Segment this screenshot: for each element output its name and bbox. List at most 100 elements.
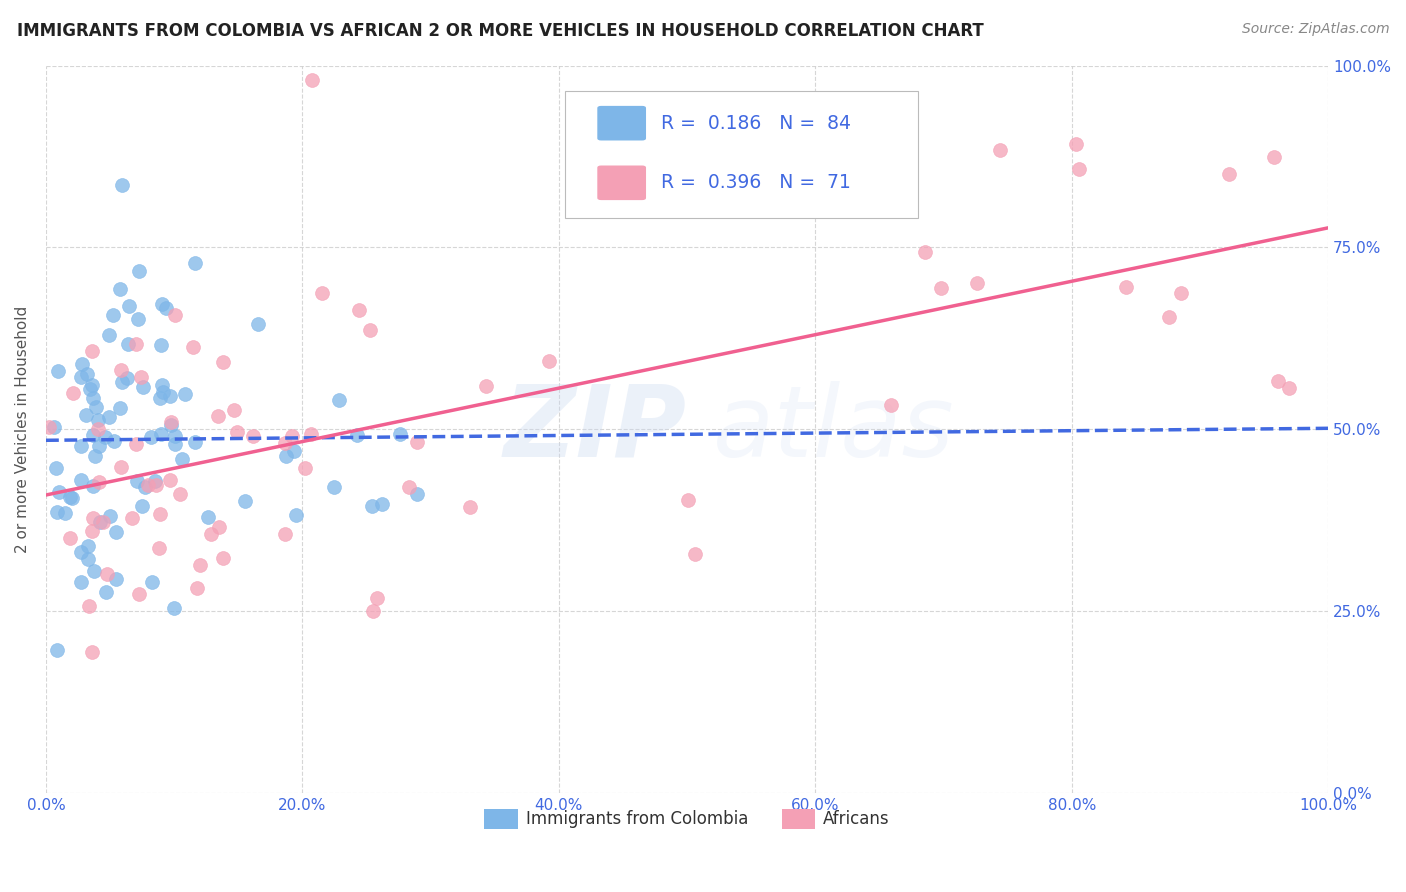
Point: [349, 303, 371, 318]
Point: [103, 434, 125, 448]
Point: [38, 420, 60, 434]
Point: [129, 370, 152, 384]
Point: [127, 474, 149, 488]
Point: [59, 531, 82, 545]
Point: [59, 490, 82, 504]
Point: [45, 461, 67, 475]
Point: [70, 358, 93, 372]
Point: [82, 428, 104, 442]
Point: [246, 317, 269, 331]
Point: [274, 435, 297, 450]
Point: [311, 286, 333, 301]
Point: [82, 479, 104, 493]
Point: [211, 551, 233, 566]
Text: R =  0.186   N =  84: R = 0.186 N = 84: [661, 113, 852, 133]
Point: [285, 508, 308, 522]
Point: [299, 427, 322, 442]
Point: [69, 575, 91, 590]
Point: [880, 398, 903, 412]
Point: [328, 392, 350, 407]
Point: [117, 336, 139, 351]
Point: [207, 409, 229, 423]
Point: [131, 379, 153, 393]
Point: [160, 415, 183, 429]
Point: [172, 451, 194, 466]
FancyBboxPatch shape: [598, 166, 645, 200]
Point: [82, 511, 104, 525]
Point: [361, 604, 384, 618]
Point: [148, 541, 170, 555]
Point: [118, 299, 141, 313]
Point: [406, 434, 429, 449]
Point: [1157, 310, 1180, 324]
Point: [128, 587, 150, 601]
Point: [914, 244, 936, 259]
Point: [149, 508, 172, 522]
Point: [371, 497, 394, 511]
Point: [460, 500, 482, 515]
Point: [283, 444, 305, 458]
Point: [77, 599, 100, 613]
Point: [80, 524, 103, 538]
Point: [121, 510, 143, 524]
Point: [174, 387, 197, 401]
Point: [159, 473, 181, 487]
Point: [359, 323, 381, 337]
Point: [683, 547, 706, 561]
Point: [152, 384, 174, 399]
Point: [125, 437, 148, 451]
Point: [82, 391, 104, 405]
Point: [108, 281, 131, 295]
Point: [233, 494, 256, 508]
Point: [97, 328, 120, 343]
Point: [143, 474, 166, 488]
Point: [128, 263, 150, 277]
Point: [127, 312, 149, 326]
Point: [242, 429, 264, 443]
Point: [62, 385, 84, 400]
Point: [169, 487, 191, 501]
Point: [225, 425, 247, 439]
Point: [70, 545, 93, 559]
Point: [105, 572, 128, 586]
Point: [89, 515, 111, 529]
Point: [89, 475, 111, 490]
Point: [200, 527, 222, 541]
Point: [150, 426, 173, 441]
Point: [139, 430, 162, 444]
Point: [134, 480, 156, 494]
Point: [1263, 150, 1285, 164]
Point: [1267, 374, 1289, 388]
Point: [110, 460, 132, 475]
Point: [186, 581, 208, 595]
Point: [89, 439, 111, 453]
Point: [163, 437, 186, 451]
Point: [929, 281, 952, 295]
FancyBboxPatch shape: [598, 106, 645, 140]
Point: [988, 143, 1011, 157]
Point: [346, 428, 368, 442]
Point: [94, 430, 117, 444]
Point: [165, 429, 187, 443]
Point: [274, 449, 297, 463]
Point: [70, 473, 93, 487]
Point: [111, 376, 134, 390]
Point: [136, 478, 159, 492]
Point: [76, 408, 98, 422]
Point: [212, 355, 235, 369]
Point: [108, 401, 131, 415]
Point: [53, 507, 76, 521]
Point: [184, 434, 207, 449]
Point: [145, 477, 167, 491]
Point: [69, 370, 91, 384]
Text: Source: ZipAtlas.com: Source: ZipAtlas.com: [1241, 22, 1389, 37]
Point: [131, 499, 153, 513]
Point: [60, 491, 83, 505]
Point: [323, 480, 346, 494]
Point: [406, 487, 429, 501]
Point: [48, 485, 70, 500]
Point: [44, 419, 66, 434]
Point: [124, 337, 146, 351]
Point: [101, 308, 124, 322]
Point: [474, 378, 496, 392]
